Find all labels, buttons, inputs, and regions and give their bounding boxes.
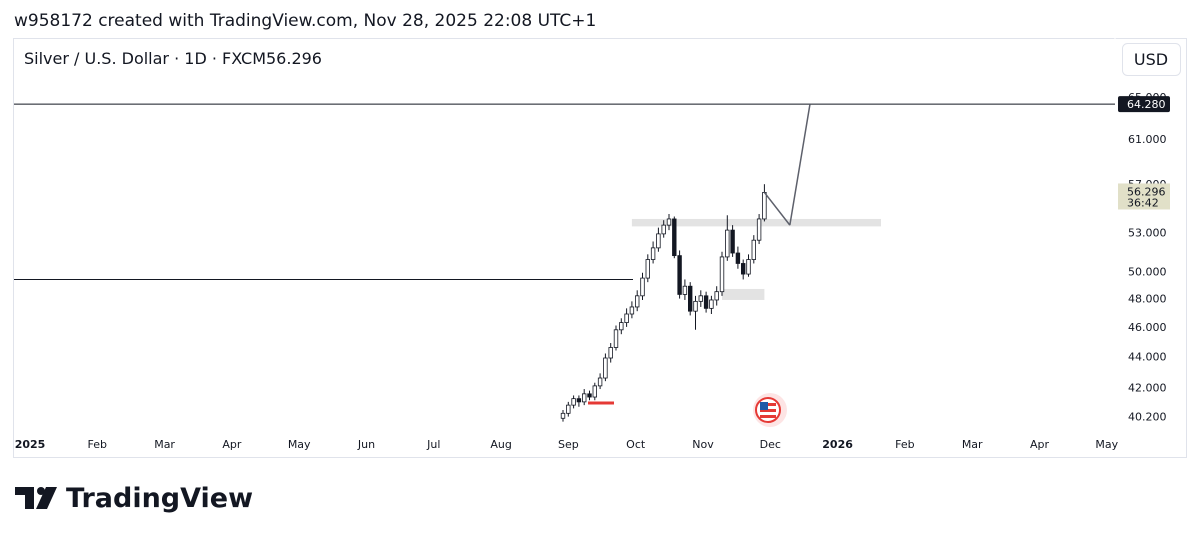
- candle-body: [661, 224, 666, 235]
- logo: [15, 487, 57, 509]
- title-price: 56.296: [266, 49, 322, 68]
- candle-body: [597, 377, 603, 387]
- y-tick-label: 53.000: [1128, 227, 1167, 240]
- y-tick-label: 40.200: [1128, 411, 1167, 424]
- x-tick-label: Jul: [426, 438, 440, 451]
- x-tick-label: Jun: [357, 438, 375, 451]
- event-flag: [753, 393, 787, 427]
- x-tick-label: Feb: [88, 438, 107, 451]
- candle-body: [608, 347, 613, 359]
- x-tick-label: Oct: [626, 438, 646, 451]
- candle-body: [666, 218, 672, 226]
- y-tick-label: 44.000: [1128, 350, 1167, 363]
- candle-body: [756, 218, 762, 241]
- candle-body: [730, 229, 735, 254]
- x-tick-label: 2026: [822, 438, 853, 451]
- price-line-label: 64.280: [1127, 98, 1166, 111]
- currency[interactable]: USD: [1134, 50, 1168, 69]
- candle-body: [566, 404, 571, 414]
- price-line-tag: [1118, 96, 1170, 113]
- candle-body: [719, 256, 725, 293]
- candle-body: [735, 252, 741, 264]
- last-price-tag: [1118, 183, 1170, 210]
- x-tick-label: 2025: [15, 438, 46, 451]
- x-tick-label: May: [1095, 438, 1118, 451]
- logo-text: TradingView: [66, 483, 253, 514]
- x-tick-label: Aug: [490, 438, 511, 451]
- candle-body: [592, 385, 597, 398]
- candle-body: [714, 291, 719, 301]
- candle-body: [746, 259, 751, 275]
- candle-body: [650, 247, 656, 260]
- zone: [631, 218, 881, 227]
- candle-body: [624, 313, 629, 323]
- x-tick-label: May: [288, 438, 311, 451]
- countdown: 36:42: [1127, 196, 1159, 209]
- candle-body: [725, 229, 730, 258]
- candle-body: [582, 393, 587, 403]
- candle-body: [576, 398, 582, 403]
- y-tick-label: 48.000: [1128, 293, 1167, 306]
- candle-body: [698, 295, 703, 302]
- candle-body: [693, 300, 698, 312]
- candle-body: [688, 285, 693, 312]
- last-price-label: 56.296: [1127, 185, 1166, 198]
- x-tick-label: Apr: [222, 438, 242, 451]
- candle-body: [682, 285, 688, 295]
- candle-body: [672, 218, 677, 257]
- currency-button[interactable]: [1122, 43, 1181, 76]
- y-tick-label: 46.000: [1128, 321, 1167, 334]
- x-tick-label: Dec: [760, 438, 781, 451]
- candle-body: [603, 357, 608, 379]
- x-tick-label: Mar: [962, 438, 983, 451]
- x-tick-label: Apr: [1030, 438, 1050, 451]
- projection-line: [789, 104, 811, 226]
- candle-body: [560, 412, 566, 419]
- x-tick-label: Feb: [895, 438, 914, 451]
- candle-body: [619, 322, 624, 331]
- candle-body: [645, 259, 650, 279]
- chart-title: Silver / U.S. Dollar · 1D · FXCM: [24, 49, 266, 68]
- zone: [722, 288, 765, 300]
- candle-body: [677, 255, 682, 295]
- candle-body: [640, 277, 645, 297]
- candle-body: [587, 393, 592, 398]
- x-tick-label: Nov: [692, 438, 714, 451]
- y-tick-label: 42.000: [1128, 381, 1167, 394]
- candle-body: [703, 295, 709, 309]
- projection-link: [763, 191, 791, 226]
- candle-body: [762, 192, 767, 220]
- y-tick-label: 50.000: [1128, 265, 1167, 278]
- candle-body: [751, 239, 756, 260]
- chart-frame: [13, 38, 1187, 458]
- header: w958172 created with TradingView.com, No…: [14, 11, 597, 31]
- candle-body: [613, 329, 619, 348]
- candle-body: [629, 306, 635, 315]
- y-tick-label: 61.000: [1128, 133, 1167, 146]
- candle-body: [635, 295, 640, 308]
- x-tick-label: Sep: [558, 438, 579, 451]
- candle-body: [709, 299, 714, 309]
- x-tick-label: Mar: [154, 438, 175, 451]
- candle-body: [656, 233, 661, 249]
- candle-body: [741, 263, 746, 275]
- candle-body: [571, 398, 576, 406]
